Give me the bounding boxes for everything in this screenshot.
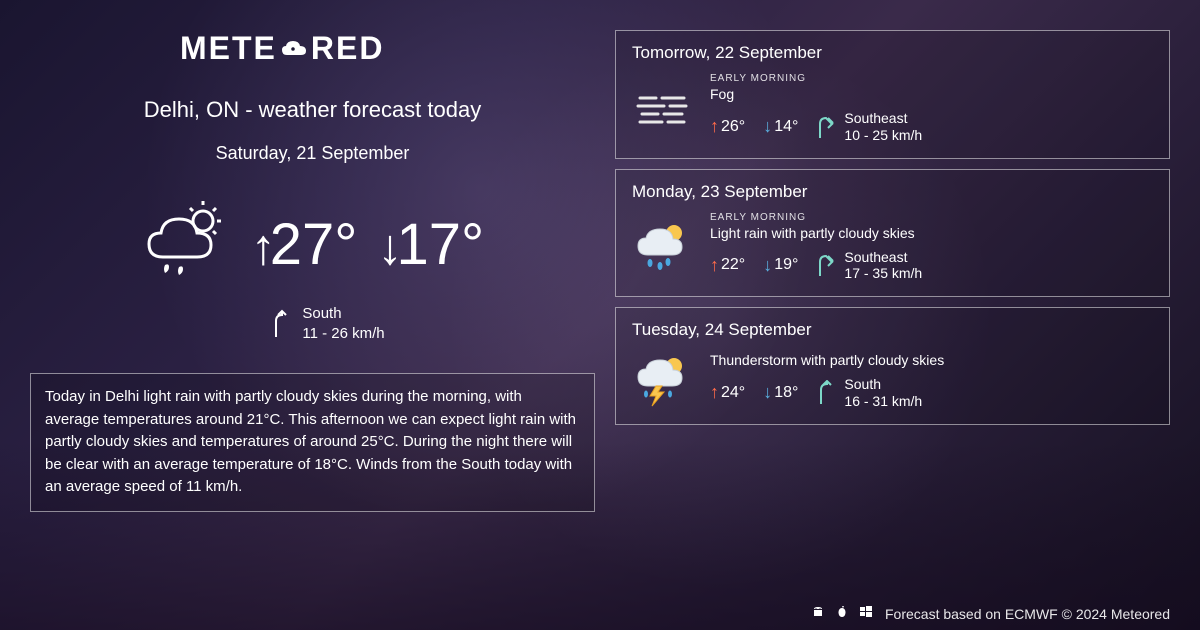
rain-sun-icon (632, 219, 692, 274)
forecast-period: EARLY MORNING (710, 73, 1153, 84)
forecast-wind: Southeast 17 - 35 km/h (816, 249, 922, 283)
forecast-low: ↓18° (763, 382, 798, 403)
high-temp-group: ↑27° (251, 211, 358, 278)
footer: Forecast based on ECMWF © 2024 Meteored (811, 605, 1170, 622)
forecast-date: Tomorrow, 22 September (632, 43, 1153, 63)
forecast-wind-speed: 10 - 25 km/h (844, 127, 922, 144)
forecast-wind-dir: Southeast (844, 110, 922, 127)
arrow-up-icon: ↑ (710, 255, 719, 276)
forecast-card: Monday, 23 September EARLY MORNING Light… (615, 169, 1170, 298)
high-temp: 27° (270, 212, 358, 277)
forecast-condition: Thunderstorm with partly cloudy skies (710, 352, 1153, 368)
forecast-date: Tuesday, 24 September (632, 320, 1153, 340)
today-temps: ↑27° ↓17° (251, 211, 484, 278)
arrow-down-icon: ↓ (763, 255, 772, 276)
forecast-date: Monday, 23 September (632, 182, 1153, 202)
thunderstorm-sun-icon (632, 352, 692, 407)
low-temp: 17° (397, 212, 485, 277)
forecast-panel: Tomorrow, 22 September EARLY MORNING Fog… (615, 20, 1170, 620)
brand-text-2: RED (311, 30, 385, 67)
forecast-card: Tomorrow, 22 September EARLY MORNING Fog… (615, 30, 1170, 159)
windows-icon (859, 605, 873, 622)
arrow-up-icon: ↑ (710, 382, 719, 403)
today-panel: METE RED Delhi, ON - weather forecast to… (30, 20, 615, 620)
wind-direction-icon (816, 114, 836, 140)
forecast-wind-dir: Southeast (844, 249, 922, 266)
forecast-period: EARLY MORNING (710, 212, 1153, 223)
wind-direction: South (302, 304, 384, 324)
current-weather: ↑27° ↓17° (30, 199, 595, 289)
wind-speed: 11 - 26 km/h (302, 324, 384, 344)
forecast-low: ↓14° (763, 116, 798, 137)
brand-logo: METE RED (180, 30, 595, 67)
android-icon (811, 605, 825, 622)
arrow-down-icon: ↓ (763, 116, 772, 137)
today-description: Today in Delhi light rain with partly cl… (30, 373, 595, 512)
forecast-low: ↓19° (763, 255, 798, 276)
arrow-down-icon: ↓ (763, 382, 772, 403)
footer-text: Forecast based on ECMWF © 2024 Meteored (885, 606, 1170, 622)
forecast-condition: Fog (710, 86, 1153, 102)
arrow-up-icon: ↑ (710, 116, 719, 137)
wind-text: South 11 - 26 km/h (302, 304, 384, 343)
forecast-high: ↑26° (710, 116, 745, 137)
forecast-card: Tuesday, 24 September Thunderstorm with … (615, 307, 1170, 425)
forecast-wind-speed: 16 - 31 km/h (844, 393, 922, 410)
forecast-wind: Southeast 10 - 25 km/h (816, 110, 922, 144)
low-temp-group: ↓17° (378, 211, 485, 278)
page-title: Delhi, ON - weather forecast today (30, 97, 595, 123)
apple-icon (835, 605, 849, 622)
forecast-wind-speed: 17 - 35 km/h (844, 265, 922, 282)
brand-text-1: METE (180, 30, 277, 67)
platform-icons (811, 605, 873, 622)
brand-cloud-icon (279, 37, 309, 61)
rain-sun-cloud-icon (141, 199, 231, 289)
forecast-high: ↑24° (710, 382, 745, 403)
wind-direction-icon (816, 252, 836, 278)
forecast-wind-dir: South (844, 376, 922, 393)
forecast-high: ↑22° (710, 255, 745, 276)
forecast-wind: South 16 - 31 km/h (816, 376, 922, 410)
wind-direction-icon (270, 309, 292, 339)
forecast-condition: Light rain with partly cloudy skies (710, 225, 1153, 241)
fog-icon (632, 81, 692, 136)
wind-direction-icon (816, 380, 836, 406)
today-wind: South 11 - 26 km/h (60, 304, 595, 343)
today-date: Saturday, 21 September (30, 143, 595, 164)
